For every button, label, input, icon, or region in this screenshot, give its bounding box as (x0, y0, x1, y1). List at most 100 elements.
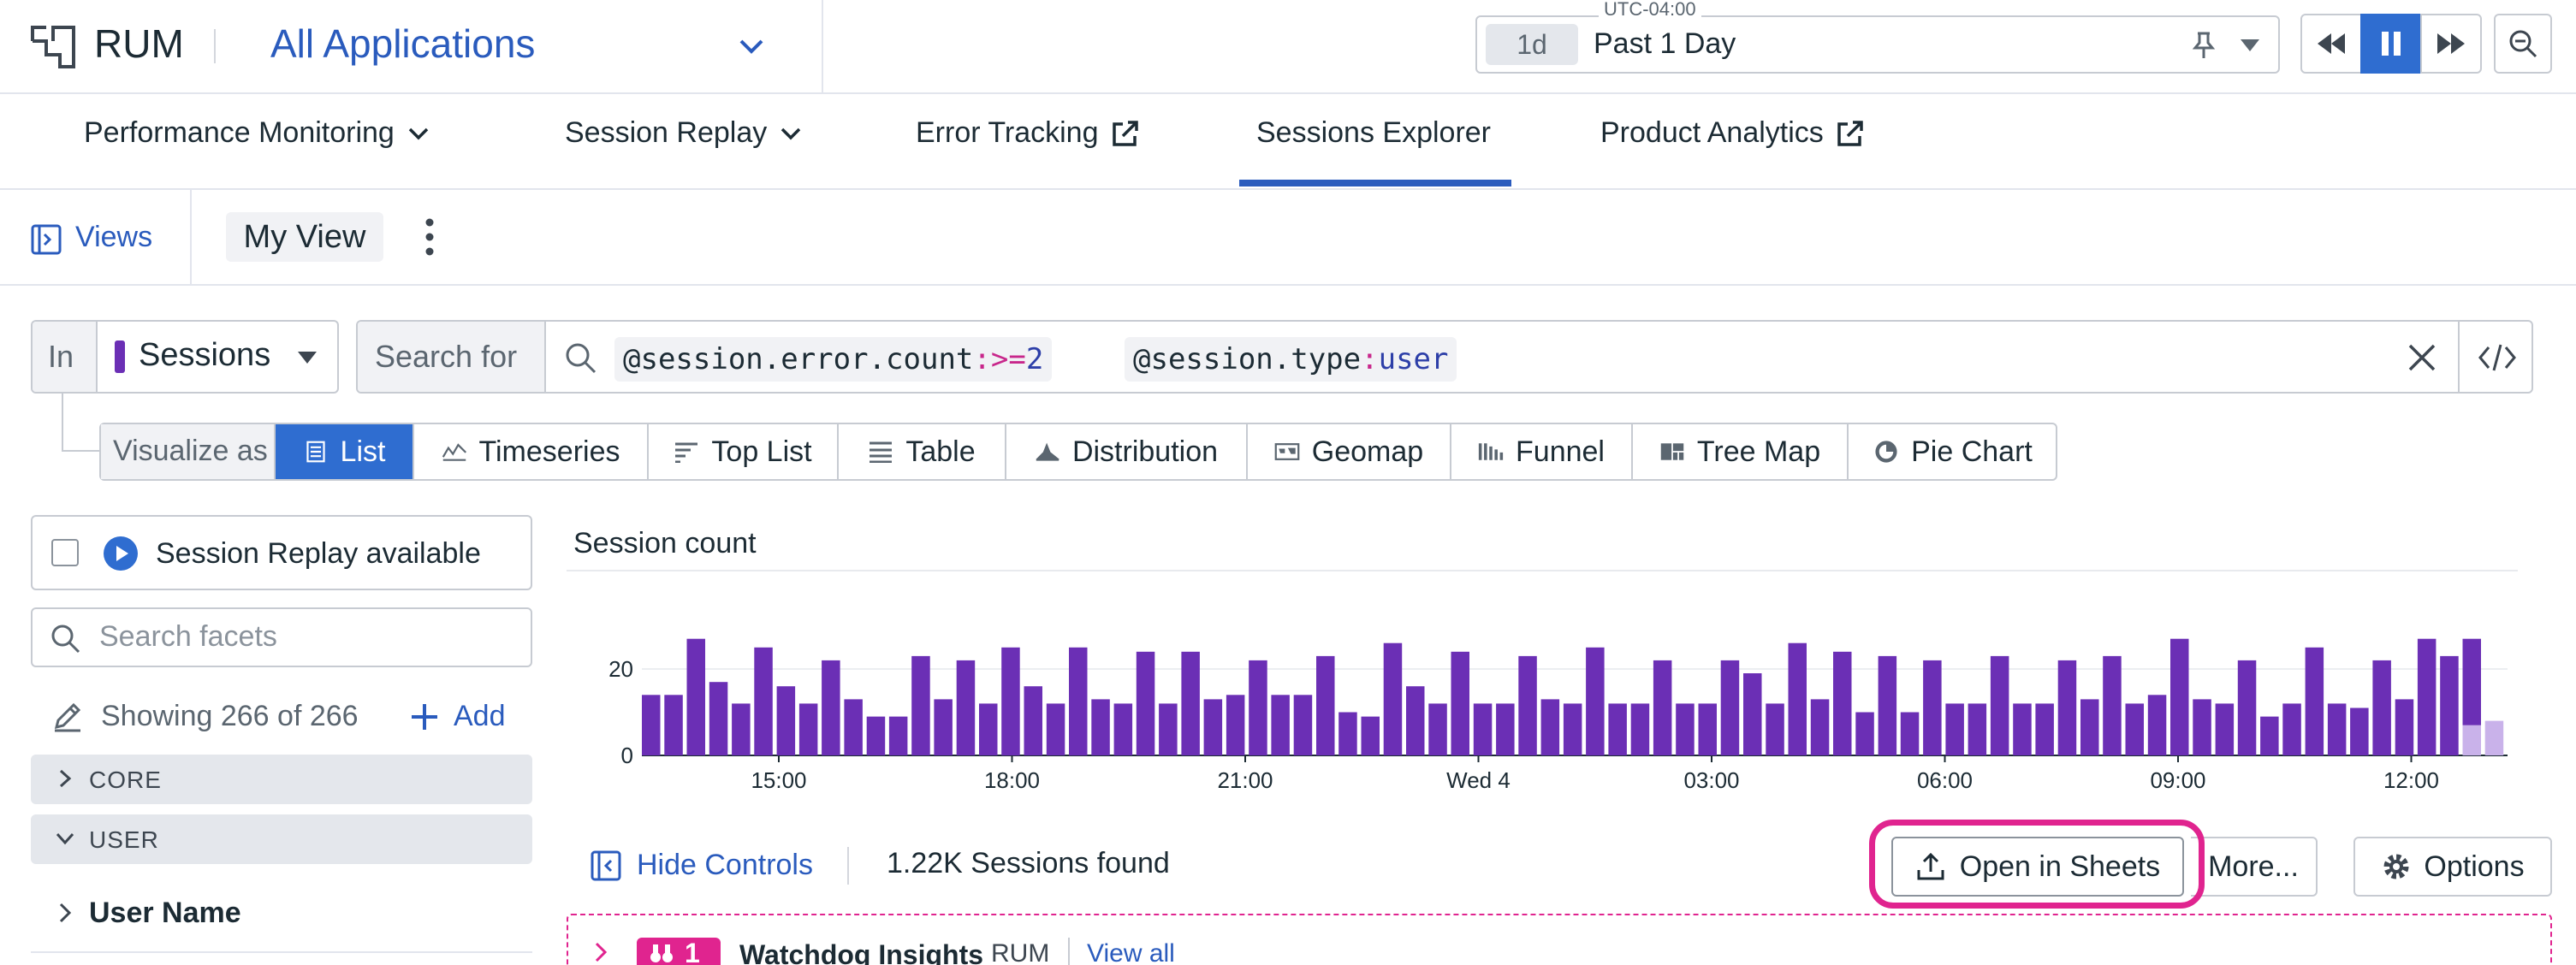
chart-bar[interactable] (2440, 655, 2459, 755)
chart-bar[interactable] (1788, 642, 1807, 755)
session-replay-checkbox[interactable] (51, 539, 79, 566)
tab-product-analytics[interactable]: Product Analytics (1600, 116, 1865, 150)
chart-bar[interactable] (1159, 703, 1178, 755)
chart-bar[interactable] (1720, 660, 1740, 755)
facet-group-user[interactable] (31, 814, 532, 864)
zoom-out-button[interactable] (2494, 14, 2552, 74)
chart-bar[interactable] (2057, 660, 2077, 755)
chart-bar[interactable] (2417, 638, 2437, 755)
viz-pie-chart[interactable]: Pie Chart (1849, 424, 2057, 479)
chart-bar[interactable] (2305, 647, 2324, 756)
rewind-button[interactable] (2300, 14, 2362, 74)
chart-bar[interactable] (1810, 699, 1830, 755)
chart-bar[interactable] (1383, 642, 1403, 755)
chart-bar[interactable] (934, 699, 953, 755)
chart-bar[interactable] (2462, 725, 2482, 756)
chart-bar[interactable] (2484, 720, 2504, 755)
viz-tree-map[interactable]: Tree Map (1633, 424, 1849, 479)
fast-forward-button[interactable] (2420, 14, 2482, 74)
chart-bar[interactable] (1024, 686, 1043, 755)
tab-error-tracking[interactable]: Error Tracking (916, 116, 1140, 150)
tab-sessions-explorer[interactable]: Sessions Explorer (1256, 116, 1491, 150)
chart-bar[interactable] (1338, 712, 1357, 756)
chart-bar[interactable] (1203, 699, 1223, 755)
chart-bar[interactable] (1496, 703, 1515, 755)
chart-bar[interactable] (1630, 703, 1650, 755)
chart-bar[interactable] (2080, 699, 2099, 755)
session-count-chart[interactable]: 200 15:00 18:00 21:00 Wed 4 03:00 06:00 09:00 1… (567, 599, 2535, 804)
application-selector-label[interactable]: All Applications (270, 21, 536, 66)
chart-bar[interactable] (2237, 660, 2257, 755)
chart-bar[interactable] (2350, 707, 2369, 756)
chart-bar[interactable] (2035, 703, 2054, 755)
chart-bar[interactable] (1743, 673, 1762, 755)
chart-bar[interactable] (709, 682, 728, 755)
plus-icon[interactable] (409, 702, 440, 732)
kebab-menu-icon[interactable] (421, 216, 438, 258)
query-term[interactable]: @session.type:user (1125, 337, 1457, 382)
chart-bar[interactable] (1406, 686, 1425, 755)
chart-bar[interactable] (1451, 651, 1470, 755)
pause-button[interactable] (2360, 14, 2422, 74)
time-range-picker[interactable] (1475, 15, 2280, 74)
chart-bar[interactable] (2125, 703, 2145, 755)
chevron-right-icon[interactable] (591, 941, 611, 963)
chart-bar[interactable] (686, 638, 706, 755)
chart-bar[interactable] (2282, 703, 2301, 755)
current-view[interactable]: My View (226, 212, 383, 262)
data-source-label[interactable]: Sessions (139, 337, 271, 373)
chart-bar[interactable] (798, 703, 818, 755)
code-icon[interactable] (2477, 342, 2518, 373)
chart-bar[interactable] (1563, 703, 1582, 755)
views-button[interactable]: Views (75, 221, 153, 253)
chart-bar[interactable] (776, 686, 796, 755)
chart-bar[interactable] (2147, 695, 2167, 755)
chart-bar[interactable] (911, 655, 930, 755)
chart-bar[interactable] (1249, 660, 1267, 755)
view-all-link[interactable]: View all (1087, 939, 1175, 965)
chart-bar[interactable] (2395, 699, 2414, 755)
chart-bar[interactable] (1046, 703, 1065, 755)
facet-user-name[interactable]: User Name (89, 897, 241, 929)
viz-geomap[interactable]: Geomap (1248, 424, 1451, 479)
tab-performance-monitoring[interactable]: Performance Monitoring (84, 116, 430, 150)
session-replay-filter[interactable] (31, 515, 532, 590)
chart-bar[interactable] (866, 716, 886, 755)
chart-bar[interactable] (2193, 699, 2211, 755)
chart-bar[interactable] (956, 660, 976, 755)
chart-bar[interactable] (1923, 660, 1942, 755)
viz-timeseries[interactable]: Timeseries (414, 424, 649, 479)
viz-distribution[interactable]: Distribution (1006, 424, 1248, 479)
viz-top-list[interactable]: Top List (649, 424, 839, 479)
facet-group-core[interactable] (31, 755, 532, 804)
open-in-sheets-button[interactable]: Open in Sheets (1891, 837, 2184, 897)
caret-down-icon[interactable] (294, 349, 320, 366)
chart-bar[interactable] (2260, 716, 2279, 755)
chart-bar[interactable] (1518, 655, 1537, 755)
chart-bar[interactable] (1361, 716, 1380, 755)
add-facet-button[interactable]: Add (454, 700, 506, 732)
chart-bar[interactable] (1900, 712, 1920, 756)
facet-search-box[interactable] (31, 607, 532, 667)
chart-bar[interactable] (732, 703, 751, 755)
more-button[interactable]: More... (2191, 837, 2318, 897)
chart-bar[interactable] (1855, 712, 1874, 756)
chart-bar[interactable] (1990, 655, 2009, 755)
chart-bar[interactable] (664, 695, 683, 755)
pin-icon[interactable] (2191, 31, 2217, 60)
chart-bar[interactable] (844, 699, 863, 755)
chart-bar[interactable] (1226, 695, 1245, 755)
chart-bar[interactable] (1271, 695, 1290, 755)
chevron-down-icon[interactable] (734, 33, 769, 60)
chart-bar[interactable] (1473, 703, 1493, 755)
chart-bar[interactable] (1136, 651, 1155, 755)
chart-bar[interactable] (1945, 703, 1964, 755)
chart-bar[interactable] (1698, 703, 1718, 755)
chart-bar[interactable] (1091, 699, 1110, 755)
chart-bar[interactable] (642, 695, 661, 755)
chevron-right-icon[interactable] (55, 902, 75, 924)
tab-session-replay[interactable]: Session Replay (565, 116, 803, 150)
chart-bar[interactable] (2170, 638, 2189, 755)
chart-bar[interactable] (1676, 703, 1695, 755)
chart-bar[interactable] (2103, 655, 2122, 755)
